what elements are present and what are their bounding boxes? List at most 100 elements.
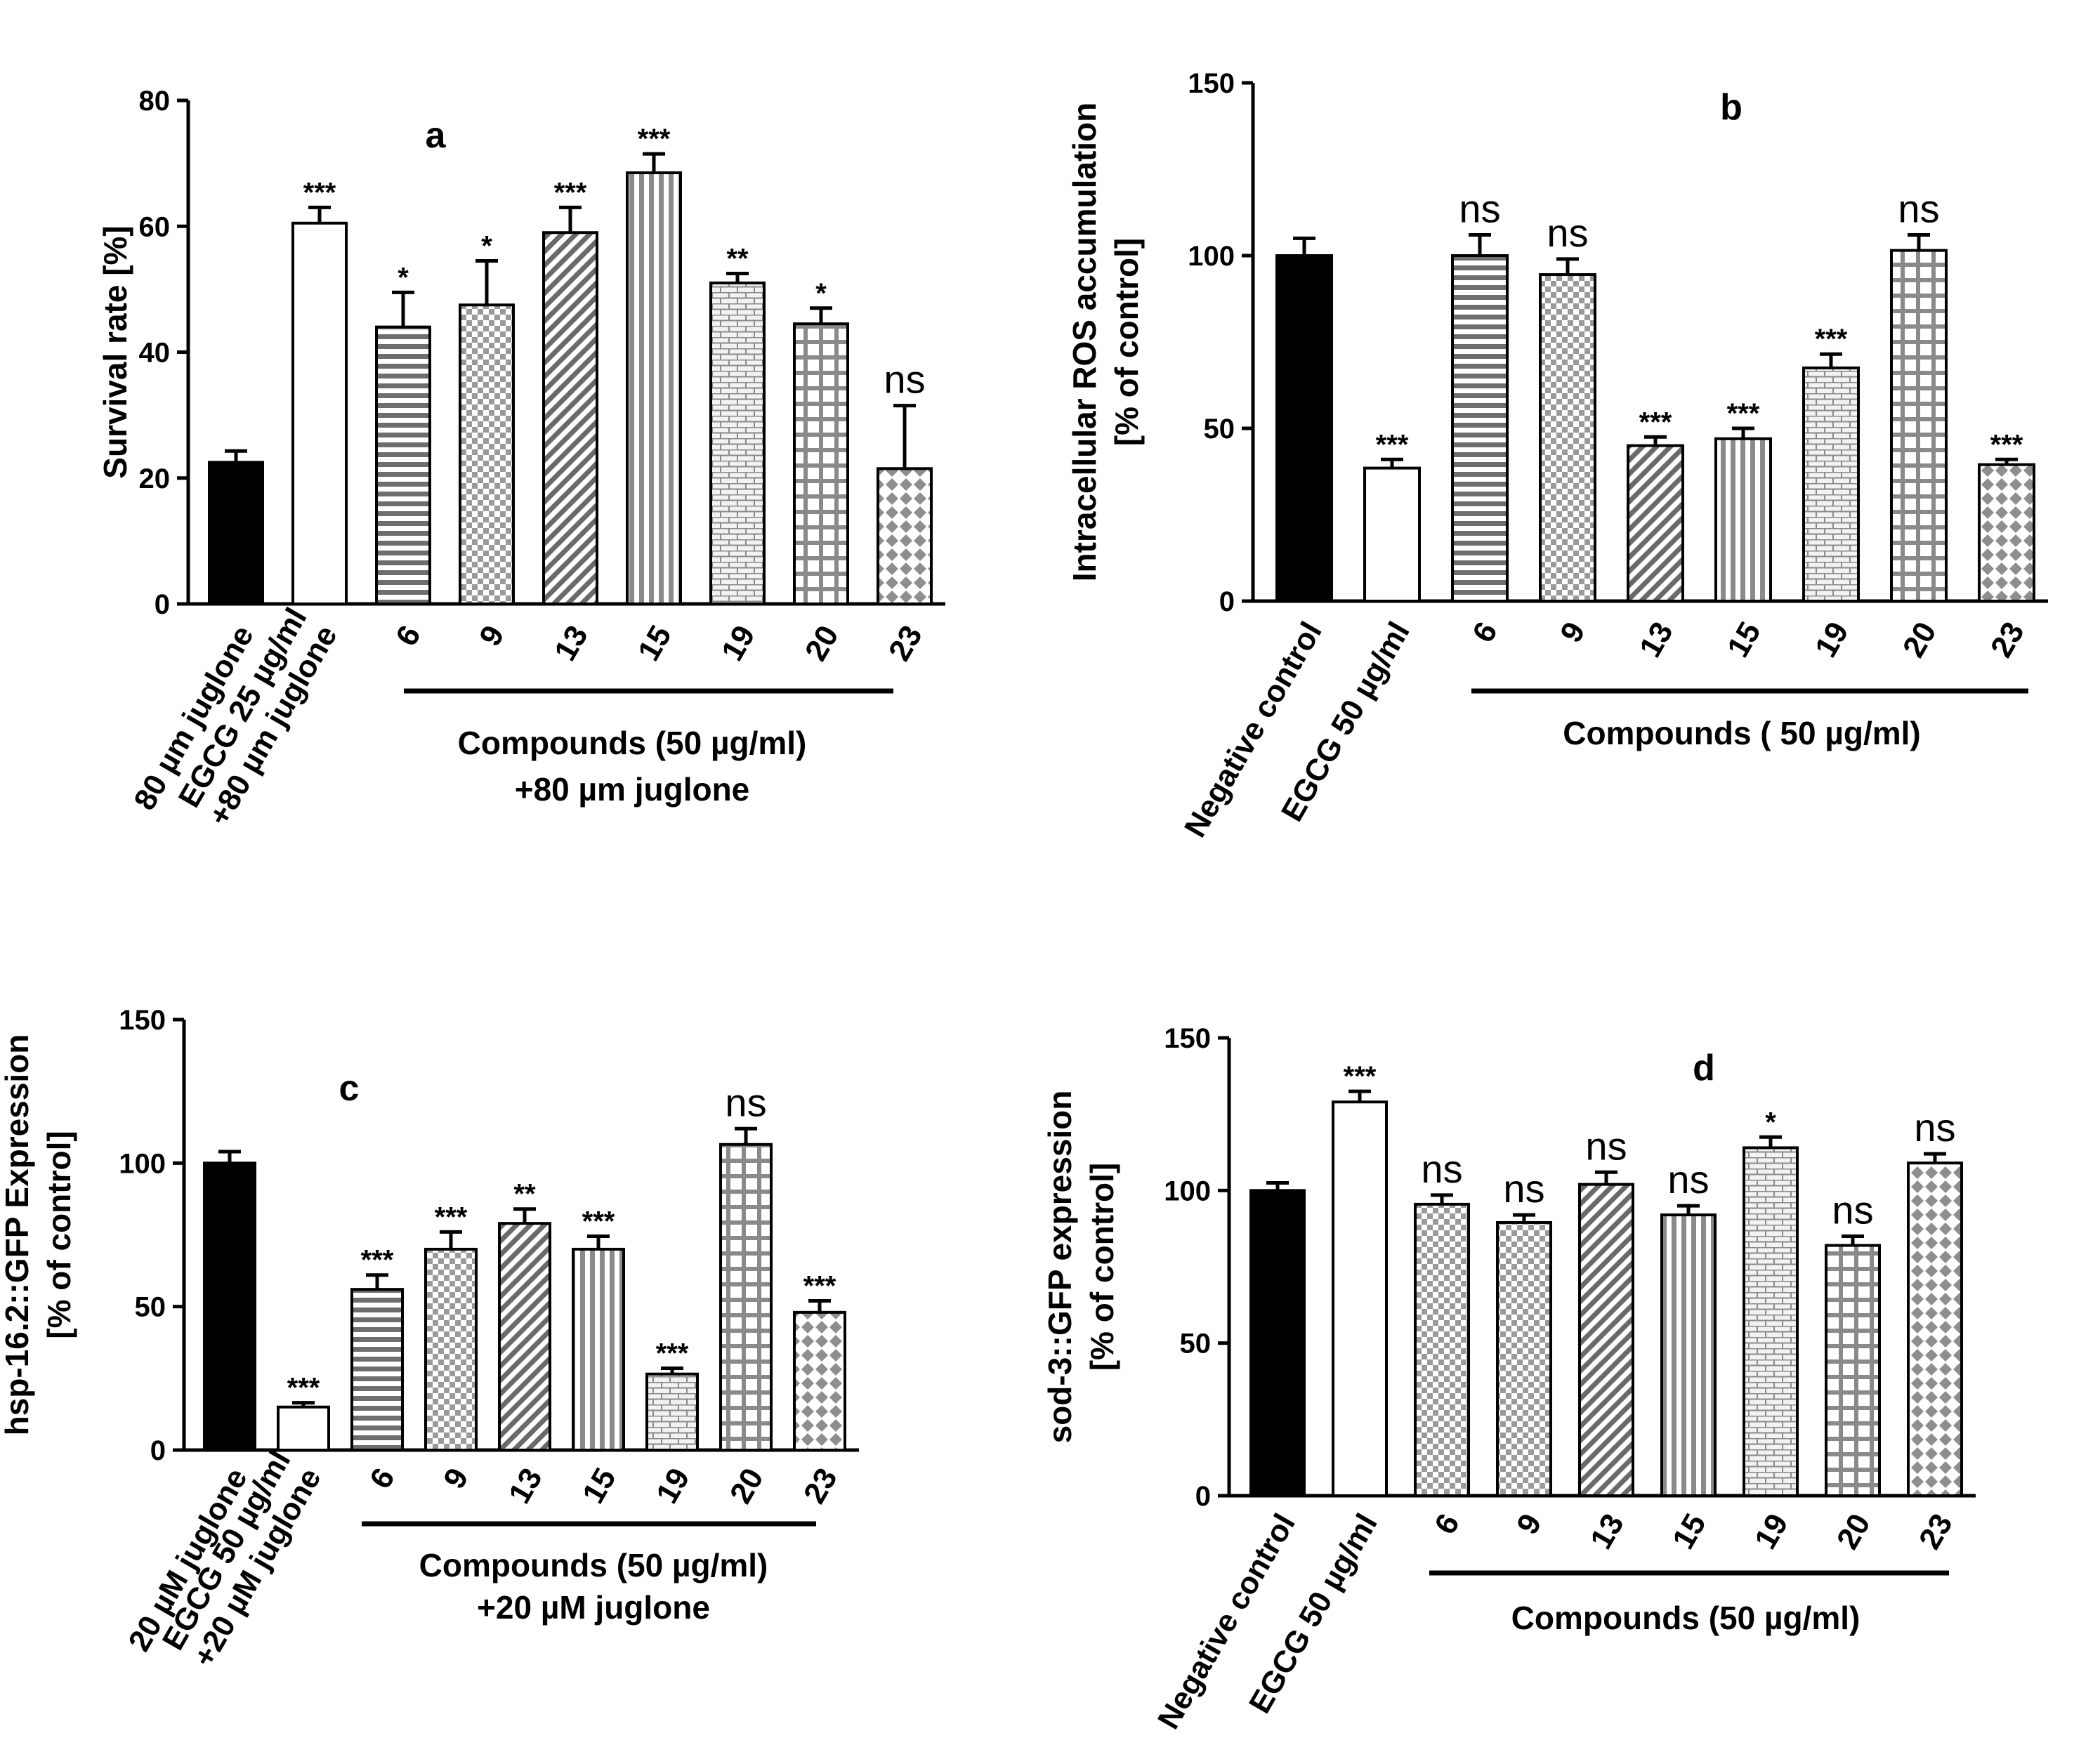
significance-label: ns xyxy=(1898,186,1939,230)
category-label-line: 9 xyxy=(437,1463,475,1495)
category-label-line: 13 xyxy=(502,1463,549,1510)
bar xyxy=(793,322,849,605)
category-label-line: 19 xyxy=(650,1463,697,1510)
group-label: Compounds (50 µg/ml) xyxy=(458,725,807,761)
significance-label: * xyxy=(398,262,409,293)
category-label: 19 xyxy=(715,620,762,667)
significance-label: ns xyxy=(1421,1147,1462,1191)
category-label: 6 xyxy=(363,1463,402,1495)
bar xyxy=(709,281,766,605)
bar xyxy=(498,1222,551,1451)
category-label-line: 23 xyxy=(797,1463,844,1510)
group-label: Compounds (50 µg/ml) xyxy=(1511,1600,1861,1636)
y-tick-label: 0 xyxy=(150,1435,166,1466)
y-tick-label: 0 xyxy=(1195,1481,1211,1512)
category-label-line: 20 xyxy=(799,620,846,667)
significance-label: ns xyxy=(725,1080,766,1124)
bar xyxy=(645,1372,699,1452)
category-label-line: 6 xyxy=(1428,1508,1466,1541)
y-tick-label: 100 xyxy=(1164,1176,1211,1206)
category-label-line: 6 xyxy=(363,1463,402,1495)
category-label-line: 23 xyxy=(1984,617,2031,664)
category-label-line: 15 xyxy=(631,620,678,667)
y-tick-label: 80 xyxy=(139,86,171,117)
category-label: 13 xyxy=(502,1463,549,1510)
category-label: 9 xyxy=(473,620,511,652)
bar xyxy=(1802,366,1860,603)
significance-label: ns xyxy=(1832,1188,1873,1232)
category-label: 13 xyxy=(548,620,595,667)
significance-label: *** xyxy=(361,1245,394,1276)
group-label: Compounds ( 50 µg/ml) xyxy=(1563,715,1921,751)
y-axis-label: sod-3::GFP expression xyxy=(1042,1091,1078,1444)
bar xyxy=(1743,1146,1799,1497)
category-label-line: 9 xyxy=(1554,617,1592,649)
bar xyxy=(572,1247,625,1452)
category-label: 13 xyxy=(1584,1508,1631,1555)
bar xyxy=(1890,249,1948,602)
category-label: 20 xyxy=(1896,617,1943,664)
significance-label: ns xyxy=(1667,1157,1709,1201)
bar xyxy=(793,1310,846,1451)
bar xyxy=(626,171,682,606)
category-label-line: 19 xyxy=(1748,1508,1795,1555)
significance-label: ns xyxy=(1503,1166,1544,1211)
panel-b-chart: 0 50 100 150 Intracellular ROS accumulation[… xyxy=(1066,68,2048,843)
bar xyxy=(375,325,431,605)
significance-label: *** xyxy=(287,1373,320,1404)
category-label: 23 xyxy=(797,1463,844,1510)
significance-label: *** xyxy=(1727,398,1760,429)
significance-label: ** xyxy=(726,243,749,274)
bar xyxy=(1714,437,1772,603)
significance-label: *** xyxy=(1344,1061,1377,1092)
category-label: 9 xyxy=(1510,1508,1549,1541)
significance-label: *** xyxy=(303,177,336,208)
significance-label: * xyxy=(1765,1107,1776,1138)
significance-label: ns xyxy=(884,357,925,402)
significance-label: *** xyxy=(656,1338,689,1369)
category-label: 19 xyxy=(650,1463,697,1510)
significance-label: *** xyxy=(1376,429,1409,460)
y-axis-label: hsp-16.2::GFP Expression xyxy=(0,1034,35,1436)
bar xyxy=(1907,1161,1963,1498)
category-label-line: 9 xyxy=(1510,1508,1549,1541)
category-label-line: 6 xyxy=(1466,617,1504,649)
significance-label: *** xyxy=(1639,407,1672,437)
significance-label: ** xyxy=(513,1179,536,1210)
category-label: 23 xyxy=(1912,1508,1960,1555)
category-label-line: 15 xyxy=(1666,1508,1713,1555)
category-label-line: 13 xyxy=(1584,1508,1631,1555)
bar xyxy=(1578,1183,1634,1497)
category-label-line: 15 xyxy=(576,1463,623,1510)
y-tick-label: 20 xyxy=(139,463,171,494)
bar xyxy=(1539,273,1596,602)
category-label: 6 xyxy=(1466,617,1504,649)
y-tick-label: 150 xyxy=(1188,68,1235,99)
bar xyxy=(208,461,264,605)
category-label: 13 xyxy=(1633,617,1680,664)
category-label: 20 xyxy=(1830,1508,1877,1555)
bar xyxy=(1451,254,1509,602)
category-label-line: 19 xyxy=(715,620,762,667)
category-label-line: 20 xyxy=(723,1463,770,1510)
category-label: 19 xyxy=(1809,617,1856,664)
significance-label: *** xyxy=(435,1201,468,1232)
significance-label: *** xyxy=(1990,429,2023,460)
category-label: 23 xyxy=(882,620,929,667)
category-label: 9 xyxy=(1554,617,1592,649)
y-tick-label: 50 xyxy=(135,1292,166,1323)
y-axis-label: Survival rate [%] xyxy=(97,225,133,478)
bar xyxy=(1825,1244,1881,1498)
panel-letter: b xyxy=(1720,87,1743,128)
y-tick-label: 0 xyxy=(155,589,170,620)
significance-label: *** xyxy=(554,177,587,208)
category-label: 15 xyxy=(1721,617,1768,664)
y-tick-label: 100 xyxy=(119,1148,166,1179)
y-axis-label: Intracellular ROS accumulation xyxy=(1066,103,1103,582)
bar xyxy=(277,1405,330,1451)
y-tick-label: 50 xyxy=(1180,1329,1212,1359)
significance-label: * xyxy=(481,231,492,262)
